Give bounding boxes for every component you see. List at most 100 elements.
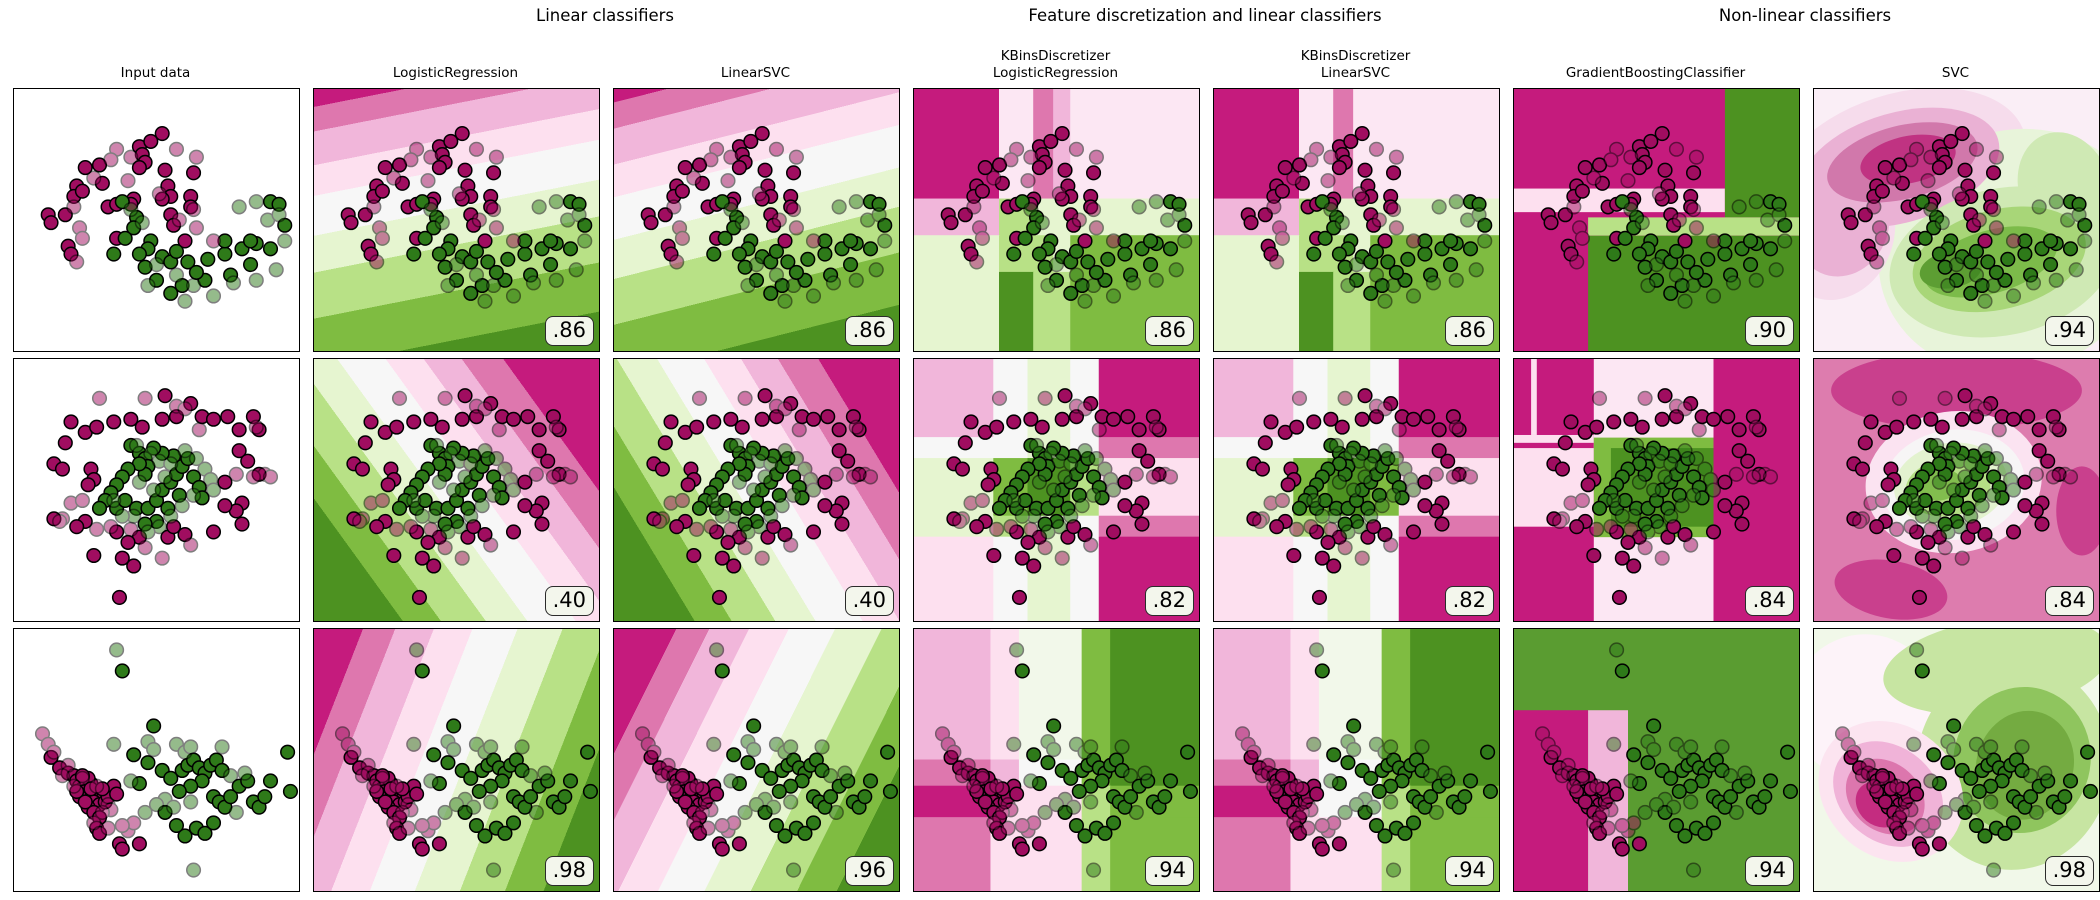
scatter-group-test-class0 — [952, 390, 1179, 566]
panel-row2-col7: .84 — [1813, 358, 2100, 622]
panel-row3-col4: .94 — [913, 628, 1200, 892]
scatter-group-test-class1 — [1306, 642, 1453, 878]
scatter-group-test-class0 — [52, 390, 279, 566]
scatter-group-test-class0 — [1234, 726, 1342, 839]
column-title-line: KBinsDiscretizer — [1000, 48, 1111, 64]
scatter-group-test-class0 — [1852, 390, 2079, 566]
scatter-group-test-class0 — [934, 726, 1042, 839]
panel-plot-svg — [614, 89, 899, 351]
panel-plot-svg — [14, 359, 299, 621]
scatter-group-train-class0 — [640, 125, 802, 262]
column-title-2: LogisticRegression — [393, 65, 518, 82]
scatter-group-test-class1 — [1606, 437, 1722, 540]
score-badge: .86 — [544, 316, 594, 346]
scatter-group-train-class1 — [1914, 663, 2099, 844]
scatter-group-test-class1 — [1906, 642, 2053, 878]
panel-plot-svg — [914, 89, 1199, 351]
panel-row3-col1 — [13, 628, 300, 892]
score-badge: .94 — [2044, 316, 2094, 346]
scatter-group-test-class0 — [1566, 141, 1722, 270]
scatter-group-test-class1 — [1923, 194, 2093, 309]
panel-plot-svg — [1814, 629, 2099, 891]
scatter-group-test-class1 — [706, 437, 822, 540]
score-badge: .96 — [844, 856, 894, 886]
scatter-group-train-class1 — [1314, 663, 1499, 844]
scatter-group-test-class0 — [334, 726, 442, 839]
panel-row1-col3: .86 — [613, 88, 900, 352]
scatter-group-test-class1 — [1906, 437, 2022, 540]
scatter-group-test-class1 — [706, 642, 853, 878]
score-badge: .40 — [544, 586, 594, 616]
scatter-group-train-class1 — [406, 194, 593, 301]
score-badge: .94 — [1144, 856, 1194, 886]
score-badge: .94 — [1744, 856, 1794, 886]
score-badge: .86 — [1444, 316, 1494, 346]
scatter-group-test-class1 — [1323, 194, 1493, 309]
panel-row3-col2: .98 — [313, 628, 600, 892]
panel-row1-col5: .86 — [1213, 88, 1500, 352]
scatter-group-test-class0 — [66, 141, 222, 270]
column-title-4: KBinsDiscretizer LogisticRegression — [993, 48, 1118, 82]
panel-plot-svg — [314, 89, 599, 351]
scatter-group-test-class0 — [34, 726, 142, 839]
scatter-group-test-class1 — [1006, 642, 1153, 878]
score-badge: .40 — [844, 586, 894, 616]
column-title-line: GradientBoostingClassifier — [1565, 65, 1746, 81]
score-badge: .90 — [1744, 316, 1794, 346]
scatter-group-test-class0 — [1552, 390, 1779, 566]
panel-plot-svg — [614, 359, 899, 621]
scatter-group-train-class1 — [1614, 663, 1799, 844]
column-title-5: KBinsDiscretizer LinearSVC — [1301, 48, 1411, 82]
panel-row2-col2: .40 — [313, 358, 600, 622]
panel-plot-svg — [1214, 629, 1499, 891]
column-title-line: Input data — [120, 65, 191, 81]
score-badge: .82 — [1144, 586, 1194, 616]
panel-row2-col1 — [13, 358, 300, 622]
scatter-group-test-class0 — [1266, 141, 1422, 270]
panel-plot-svg — [14, 629, 299, 891]
panel-row2-col6: .84 — [1513, 358, 1800, 622]
scatter-group-test-class0 — [652, 390, 879, 566]
scatter-group-train-class1 — [1606, 194, 1793, 301]
scatter-group-test-class0 — [366, 141, 522, 270]
group-title-2: Feature discretization and linear classi… — [1028, 6, 1382, 25]
panel-plot-svg — [914, 629, 1199, 891]
scatter-group-test-class1 — [423, 194, 593, 309]
column-title-line: LinearSVC — [1320, 65, 1391, 81]
scatter-group-train-class1 — [706, 194, 893, 301]
panel-row1-col6: .90 — [1513, 88, 1800, 352]
panel-row1-col1 — [13, 88, 300, 352]
scatter-group-train-class0 — [1546, 388, 1767, 605]
panel-plot-svg — [1514, 89, 1799, 351]
scatter-group-test-class0 — [1534, 726, 1642, 839]
panel-row2-col3: .40 — [613, 358, 900, 622]
scatter-group-test-class1 — [1306, 437, 1422, 540]
column-title-7: SVC — [1942, 65, 1969, 82]
panel-row3-col5: .94 — [1213, 628, 1500, 892]
scatter-group-test-class1 — [1006, 437, 1122, 540]
panel-plot-svg — [1214, 89, 1499, 351]
scatter-group-test-class1 — [106, 642, 253, 878]
panel-plot-svg — [14, 89, 299, 351]
scatter-group-test-class0 — [352, 390, 579, 566]
score-badge: .84 — [1744, 586, 1794, 616]
scatter-group-test-class1 — [1023, 194, 1193, 309]
panel-row3-col6: .94 — [1513, 628, 1800, 892]
column-title-line: SVC — [1941, 65, 1970, 81]
column-title-line: KBinsDiscretizer — [1300, 48, 1411, 64]
scatter-group-test-class0 — [666, 141, 822, 270]
score-badge: .94 — [1444, 856, 1494, 886]
score-badge: .86 — [844, 316, 894, 346]
scatter-group-test-class1 — [406, 437, 522, 540]
panel-plot-svg — [1514, 629, 1799, 891]
group-title-3: Non-linear classifiers — [1718, 6, 1892, 25]
scatter-group-test-class0 — [1866, 141, 2022, 270]
scatter-group-train-class0 — [1540, 125, 1702, 262]
panel-plot-svg — [1214, 359, 1499, 621]
scatter-group-test-class1 — [1606, 642, 1753, 878]
panel-row2-col4: .82 — [913, 358, 1200, 622]
column-title-3: LinearSVC — [721, 65, 790, 82]
panel-row3-col3: .96 — [613, 628, 900, 892]
column-title-line: LogisticRegression — [392, 65, 519, 81]
